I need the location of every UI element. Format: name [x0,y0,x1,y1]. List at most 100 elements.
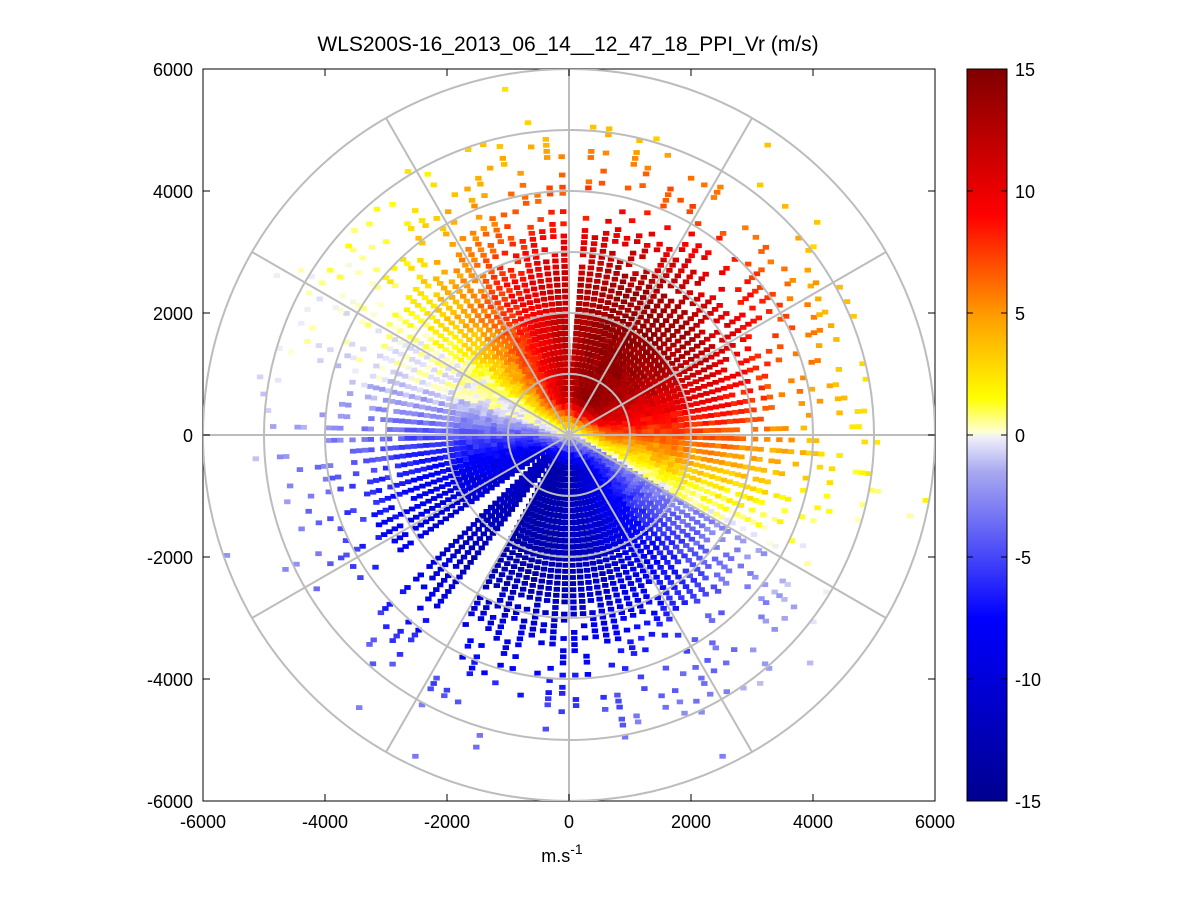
velocity-cell [616,525,624,531]
velocity-cell [507,471,515,477]
velocity-cell [667,479,675,486]
velocity-cell [612,239,619,244]
velocity-cell [682,242,689,247]
velocity-cell [711,362,719,367]
velocity-cell [674,632,682,638]
velocity-cell [603,557,610,563]
velocity-cell [687,482,694,487]
velocity-cell [458,423,467,429]
velocity-cell [511,332,519,338]
velocity-cell [384,495,392,501]
velocity-cell [559,190,566,196]
velocity-cell [561,282,569,288]
velocity-cell [424,481,432,487]
velocity-cell [691,500,699,505]
velocity-cell [567,507,575,514]
velocity-cell [768,405,775,410]
velocity-cell [816,327,823,333]
velocity-cell [468,402,477,409]
velocity-cell [391,526,398,532]
velocity-cell [558,343,566,349]
velocity-cell [380,532,388,537]
velocity-cell [484,416,492,422]
velocity-cell [543,554,550,560]
velocity-cell [588,149,595,154]
velocity-cell [369,281,377,287]
velocity-cell [639,466,647,473]
velocity-cell [761,525,768,530]
velocity-cell [304,307,311,312]
velocity-cell [622,364,631,370]
velocity-cell [570,361,579,367]
velocity-cell [603,306,610,311]
velocity-cell [487,389,495,395]
velocity-cell [613,533,622,539]
velocity-cell [607,606,615,612]
velocity-cell [738,409,745,414]
velocity-cell [663,407,671,414]
velocity-cell [458,439,467,446]
velocity-cell [464,186,471,192]
velocity-cell [755,488,763,493]
velocity-cell [592,509,601,515]
velocity-cell [734,328,742,333]
velocity-cell [522,361,530,367]
velocity-cell [647,437,655,444]
velocity-cell [670,308,678,314]
velocity-cell [557,525,566,532]
velocity-cell [687,547,694,553]
velocity-cell [724,461,732,467]
velocity-cell [753,271,761,277]
velocity-cell [470,397,478,404]
velocity-cell [532,292,539,298]
velocity-cell [501,612,509,618]
velocity-cell [523,288,530,294]
velocity-cell [416,476,424,481]
velocity-cell [529,330,537,337]
velocity-cell [656,283,663,289]
velocity-cell [442,347,449,352]
velocity-cell [436,455,444,461]
velocity-cell [687,175,695,181]
y-tick-label: 6000 [153,60,193,80]
velocity-cell [326,463,334,468]
velocity-cell [355,270,362,276]
velocity-cell [548,338,556,344]
velocity-cell [616,310,623,316]
velocity-cell [363,458,370,464]
velocity-cell [468,197,476,203]
velocity-cell [459,445,467,451]
velocity-cell [671,278,678,284]
velocity-cell [402,544,409,549]
velocity-cell [588,529,597,535]
velocity-cell [452,509,460,515]
velocity-cell [707,311,714,316]
velocity-cell [479,378,487,385]
velocity-cell [611,276,619,282]
velocity-cell [510,483,518,490]
velocity-cell [771,627,778,632]
velocity-cell [662,665,670,671]
velocity-cell [714,476,722,481]
velocity-cell [511,501,519,507]
velocity-cell [608,327,616,333]
velocity-cell [477,247,485,253]
velocity-cell [711,396,718,402]
velocity-cell [450,369,457,374]
velocity-cell [412,753,419,759]
velocity-cell [591,235,599,240]
velocity-cell [535,559,542,565]
velocity-cell [583,505,591,511]
velocity-cell [634,358,642,364]
velocity-cell [531,526,539,532]
velocity-cell [439,226,447,232]
velocity-cell [697,360,704,366]
velocity-cell [546,351,554,357]
velocity-cell [535,348,544,354]
velocity-cell [558,349,567,355]
velocity-cell [507,435,515,442]
velocity-cell [590,516,598,522]
velocity-cell [585,179,593,185]
velocity-cell [556,312,564,319]
velocity-cell [486,327,493,333]
